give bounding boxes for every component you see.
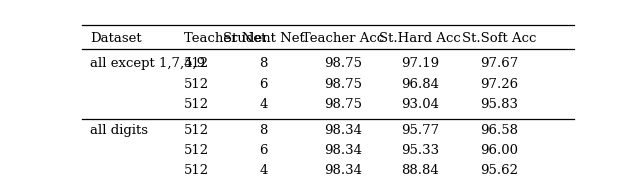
Text: 95.83: 95.83 bbox=[480, 98, 518, 111]
Text: 512: 512 bbox=[184, 164, 209, 176]
Text: 4: 4 bbox=[259, 164, 268, 176]
Text: 512: 512 bbox=[184, 144, 209, 157]
Text: all digits: all digits bbox=[90, 124, 148, 137]
Text: St.Hard Acc: St.Hard Acc bbox=[379, 32, 461, 45]
Text: Teacher Acc: Teacher Acc bbox=[302, 32, 384, 45]
Text: 96.84: 96.84 bbox=[401, 78, 439, 91]
Text: 93.04: 93.04 bbox=[401, 98, 439, 111]
Text: 6: 6 bbox=[259, 144, 268, 157]
Text: 97.26: 97.26 bbox=[480, 78, 518, 91]
Text: 98.34: 98.34 bbox=[324, 164, 362, 176]
Text: 97.67: 97.67 bbox=[480, 57, 518, 70]
Text: all except 1,7,4,9: all except 1,7,4,9 bbox=[90, 57, 205, 70]
Text: 512: 512 bbox=[184, 98, 209, 111]
Text: 96.00: 96.00 bbox=[480, 144, 518, 157]
Text: 6: 6 bbox=[259, 78, 268, 91]
Text: Teacher Net: Teacher Net bbox=[184, 32, 266, 45]
Text: 98.75: 98.75 bbox=[324, 57, 362, 70]
Text: 98.75: 98.75 bbox=[324, 78, 362, 91]
Text: 8: 8 bbox=[259, 124, 268, 137]
Text: 8: 8 bbox=[259, 57, 268, 70]
Text: 512: 512 bbox=[184, 78, 209, 91]
Text: Dataset: Dataset bbox=[90, 32, 141, 45]
Text: 95.33: 95.33 bbox=[401, 144, 439, 157]
Text: 95.77: 95.77 bbox=[401, 124, 439, 137]
Text: 98.34: 98.34 bbox=[324, 124, 362, 137]
Text: 97.19: 97.19 bbox=[401, 57, 439, 70]
Text: St.Soft Acc: St.Soft Acc bbox=[462, 32, 536, 45]
Text: 95.62: 95.62 bbox=[480, 164, 518, 176]
Text: Student Net: Student Net bbox=[223, 32, 305, 45]
Text: 512: 512 bbox=[184, 57, 209, 70]
Text: 98.75: 98.75 bbox=[324, 98, 362, 111]
Text: 88.84: 88.84 bbox=[401, 164, 438, 176]
Text: 512: 512 bbox=[184, 124, 209, 137]
Text: 4: 4 bbox=[259, 98, 268, 111]
Text: 96.58: 96.58 bbox=[480, 124, 518, 137]
Text: 98.34: 98.34 bbox=[324, 144, 362, 157]
